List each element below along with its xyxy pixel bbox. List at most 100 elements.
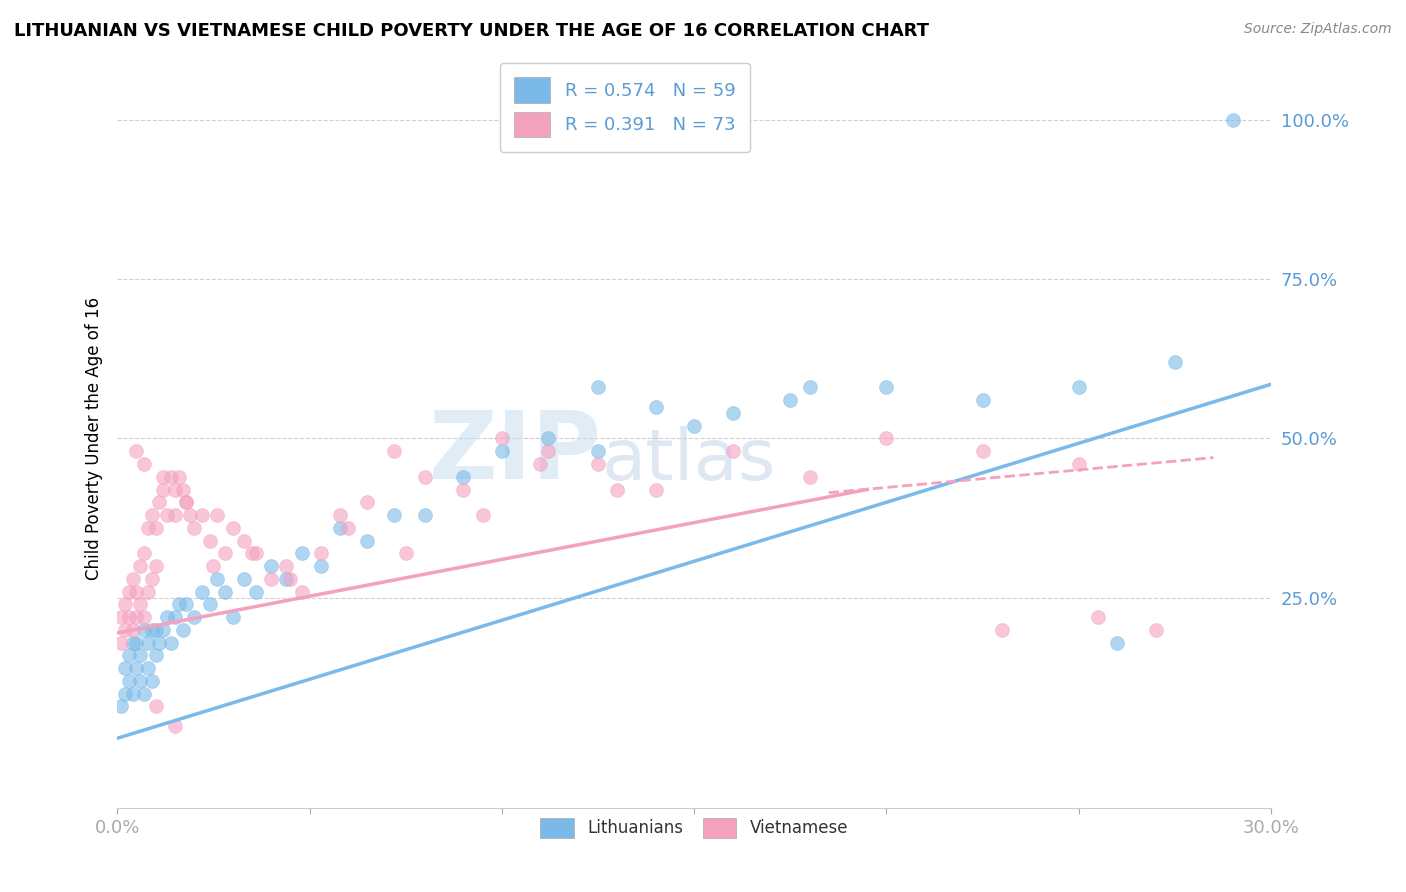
Point (453, 469, 475, 483)
Point (129, 673, 152, 688)
Point (382, 444, 405, 458)
Point (491, 432, 513, 446)
Point (1067, 380, 1090, 394)
Point (191, 508, 214, 522)
Point (132, 610, 155, 624)
Point (1067, 457, 1090, 471)
Point (471, 508, 494, 522)
Point (118, 610, 141, 624)
Point (121, 687, 143, 701)
Point (721, 444, 744, 458)
Point (1087, 610, 1109, 624)
Text: ZIP: ZIP (429, 408, 602, 500)
Point (118, 673, 141, 688)
Point (110, 635, 132, 649)
Point (125, 444, 148, 458)
Point (125, 661, 148, 675)
Point (537, 444, 560, 458)
Point (129, 648, 152, 663)
Point (606, 483, 628, 497)
Point (586, 444, 609, 458)
Point (413, 469, 436, 483)
Point (991, 623, 1014, 637)
Point (875, 432, 897, 446)
Point (779, 393, 801, 408)
Point (972, 393, 994, 408)
Point (136, 584, 159, 599)
Point (132, 687, 155, 701)
Point (799, 469, 821, 483)
Y-axis label: Child Poverty Under the Age of 16: Child Poverty Under the Age of 16 (86, 297, 103, 580)
Point (683, 418, 706, 433)
Point (172, 483, 194, 497)
Point (141, 572, 163, 586)
Point (586, 380, 609, 394)
Point (291, 546, 314, 560)
Point (291, 584, 314, 599)
Point (167, 469, 190, 483)
Point (114, 597, 136, 611)
Text: LITHUANIAN VS VIETNAMESE CHILD POVERTY UNDER THE AGE OF 16 CORRELATION CHART: LITHUANIAN VS VIETNAMESE CHILD POVERTY U… (14, 22, 929, 40)
Point (145, 699, 167, 714)
Point (145, 648, 167, 663)
Point (537, 432, 560, 446)
Point (118, 584, 141, 599)
Point (356, 533, 378, 548)
Point (176, 495, 198, 509)
Point (148, 635, 170, 649)
Point (1107, 635, 1129, 649)
Point (183, 521, 205, 535)
Point (163, 718, 186, 732)
Point (156, 610, 179, 624)
Point (233, 572, 256, 586)
Point (156, 508, 179, 522)
Point (110, 610, 132, 624)
Point (644, 400, 666, 414)
Point (132, 623, 155, 637)
Point (136, 521, 159, 535)
Point (163, 483, 186, 497)
Point (1222, 112, 1244, 127)
Point (118, 648, 141, 663)
Point (972, 444, 994, 458)
Point (202, 559, 225, 574)
Point (214, 584, 236, 599)
Point (221, 610, 243, 624)
Point (125, 635, 148, 649)
Point (110, 699, 132, 714)
Point (245, 584, 267, 599)
Point (145, 521, 167, 535)
Point (167, 597, 190, 611)
Point (125, 610, 148, 624)
Point (198, 597, 221, 611)
Point (183, 610, 205, 624)
Point (453, 483, 475, 497)
Point (529, 457, 551, 471)
Point (132, 546, 155, 560)
Point (141, 623, 163, 637)
Point (191, 584, 214, 599)
Point (163, 508, 186, 522)
Point (125, 584, 148, 599)
Point (382, 508, 405, 522)
Point (176, 495, 198, 509)
Point (260, 572, 283, 586)
Point (129, 559, 152, 574)
Legend: Lithuanians, Vietnamese: Lithuanians, Vietnamese (533, 811, 855, 845)
Point (148, 495, 170, 509)
Point (1144, 623, 1167, 637)
Point (221, 521, 243, 535)
Point (278, 572, 301, 586)
Point (172, 623, 194, 637)
Point (356, 495, 378, 509)
Point (160, 469, 183, 483)
Point (121, 635, 143, 649)
Point (799, 380, 821, 394)
Point (329, 508, 352, 522)
Point (395, 546, 418, 560)
Point (309, 546, 332, 560)
Point (145, 623, 167, 637)
Point (114, 661, 136, 675)
Text: atlas: atlas (602, 426, 776, 495)
Text: Source: ZipAtlas.com: Source: ZipAtlas.com (1244, 22, 1392, 37)
